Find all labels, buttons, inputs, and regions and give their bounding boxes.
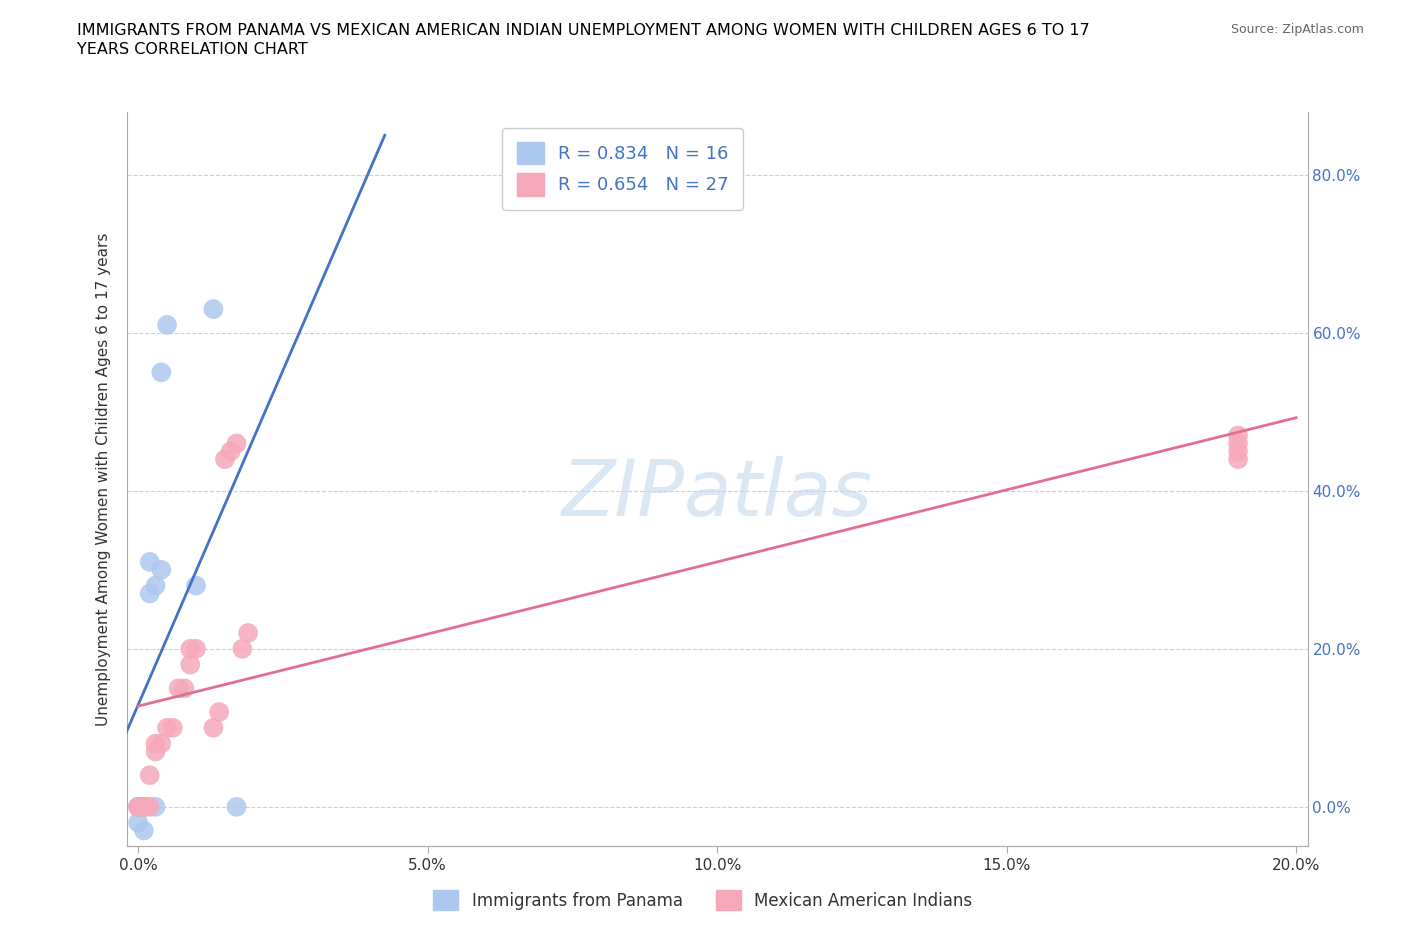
Point <box>127 800 149 815</box>
Point <box>138 554 160 569</box>
Point <box>156 317 179 332</box>
Point <box>150 737 173 751</box>
Point <box>145 578 167 593</box>
Point <box>145 744 167 759</box>
Point <box>1227 428 1250 443</box>
Point <box>219 444 242 458</box>
Point <box>173 681 195 696</box>
Point <box>225 436 247 451</box>
Point <box>1227 436 1250 451</box>
Legend: R = 0.834   N = 16, R = 0.654   N = 27: R = 0.834 N = 16, R = 0.654 N = 27 <box>502 128 744 210</box>
Point <box>156 721 179 736</box>
Point <box>162 721 184 736</box>
Point <box>150 365 173 379</box>
Point <box>236 626 259 641</box>
Point <box>150 563 173 578</box>
Point <box>132 800 155 815</box>
Point <box>138 800 160 815</box>
Point <box>145 737 167 751</box>
Point <box>132 800 155 815</box>
Point <box>184 578 207 593</box>
Point <box>179 642 201 657</box>
Y-axis label: Unemployment Among Women with Children Ages 6 to 17 years: Unemployment Among Women with Children A… <box>96 232 111 725</box>
Point <box>208 705 231 720</box>
Point <box>179 658 201 672</box>
Point <box>225 800 247 815</box>
Point <box>127 800 149 815</box>
Point <box>138 768 160 783</box>
Legend: Immigrants from Panama, Mexican American Indians: Immigrants from Panama, Mexican American… <box>427 884 979 917</box>
Text: IMMIGRANTS FROM PANAMA VS MEXICAN AMERICAN INDIAN UNEMPLOYMENT AMONG WOMEN WITH : IMMIGRANTS FROM PANAMA VS MEXICAN AMERIC… <box>77 23 1090 38</box>
Point <box>202 301 225 316</box>
Point <box>214 452 236 467</box>
Point <box>127 816 149 830</box>
Text: ZIPatlas: ZIPatlas <box>561 456 873 532</box>
Point <box>231 642 253 657</box>
Point <box>138 586 160 601</box>
Point <box>132 800 155 815</box>
Point <box>1227 444 1250 458</box>
Point <box>1227 452 1250 467</box>
Point <box>202 721 225 736</box>
Text: Source: ZipAtlas.com: Source: ZipAtlas.com <box>1230 23 1364 36</box>
Text: YEARS CORRELATION CHART: YEARS CORRELATION CHART <box>77 42 308 57</box>
Point <box>127 800 149 815</box>
Point <box>127 800 149 815</box>
Point <box>184 642 207 657</box>
Point <box>132 823 155 838</box>
Point <box>167 681 190 696</box>
Point <box>132 800 155 815</box>
Point <box>145 800 167 815</box>
